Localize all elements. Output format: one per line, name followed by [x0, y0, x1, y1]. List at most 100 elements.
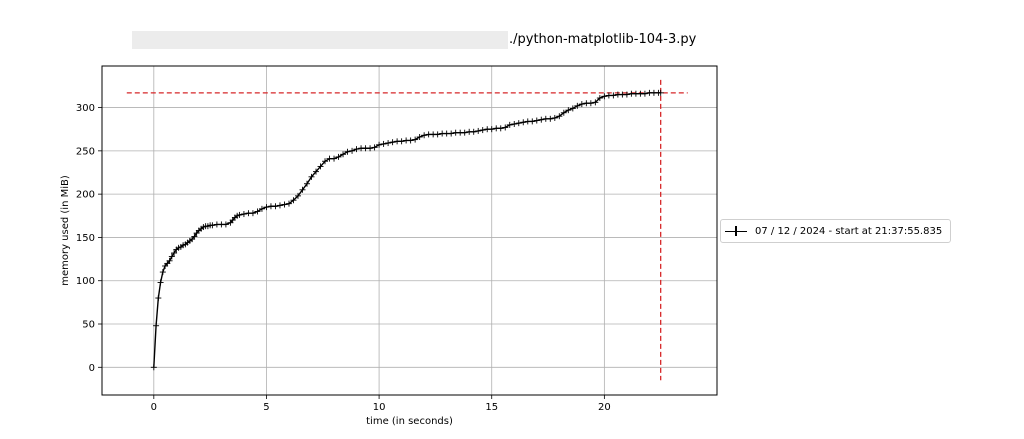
- data-point: [488, 126, 495, 133]
- data-point: [421, 132, 428, 139]
- data-point: [240, 211, 247, 218]
- y-tick-label: 50: [82, 320, 95, 331]
- data-point: [317, 163, 324, 170]
- legend-entry-label: 07 / 12 / 2024 - start at 21:37:55.835: [755, 225, 943, 237]
- legend-marker-icon: [725, 226, 747, 236]
- data-point: [168, 253, 175, 260]
- data-point: [349, 147, 356, 154]
- y-tick-label: 250: [76, 146, 95, 157]
- data-point: [157, 279, 164, 286]
- data-point: [389, 139, 396, 146]
- plot-frame: [101, 65, 718, 396]
- data-point: [461, 129, 468, 136]
- data-point: [657, 89, 664, 96]
- data-point: [331, 155, 338, 162]
- data-point: [502, 124, 509, 131]
- data-point: [353, 146, 360, 153]
- data-point: [249, 210, 256, 217]
- grid-layer: [102, 66, 717, 395]
- y-tick-label: 150: [76, 233, 95, 244]
- data-point: [285, 200, 292, 207]
- data-point: [515, 120, 522, 127]
- data-point: [610, 92, 617, 99]
- x-tick-label: 5: [263, 402, 269, 413]
- data-point: [272, 203, 279, 210]
- data-point: [592, 99, 599, 106]
- data-point: [416, 133, 423, 140]
- data-point: [376, 141, 383, 148]
- data-point: [529, 118, 536, 125]
- data-point: [587, 100, 594, 107]
- redacted-path-block: [132, 31, 508, 49]
- data-point: [569, 105, 576, 112]
- data-point: [407, 137, 414, 144]
- data-point: [222, 221, 229, 228]
- memory-series-line: [153, 92, 661, 368]
- data-point: [281, 201, 288, 208]
- data-point: [538, 116, 545, 123]
- data-point: [276, 202, 283, 209]
- data-point: [470, 128, 477, 135]
- data-point: [294, 192, 301, 199]
- data-point: [565, 107, 572, 114]
- x-tick-label: 10: [373, 402, 386, 413]
- data-point: [533, 117, 540, 124]
- data-point: [506, 121, 513, 128]
- data-point: [560, 109, 567, 116]
- x-tick-label: 0: [151, 402, 157, 413]
- data-point: [191, 233, 198, 240]
- data-point: [574, 102, 581, 109]
- data-point: [308, 173, 315, 180]
- data-point: [299, 186, 306, 193]
- data-point: [475, 127, 482, 134]
- data-point: [236, 211, 243, 218]
- data-point: [159, 269, 166, 276]
- data-point: [153, 322, 160, 329]
- data-point: [641, 90, 648, 97]
- data-point: [385, 140, 392, 147]
- data-point: [578, 101, 585, 108]
- data-point: [263, 204, 270, 211]
- data-point: [520, 119, 527, 126]
- series-layer: [150, 89, 664, 371]
- data-point: [344, 148, 351, 155]
- reference-lines: [126, 79, 688, 381]
- data-point: [448, 130, 455, 137]
- data-point: [511, 121, 518, 128]
- y-tick-label: 300: [76, 103, 95, 114]
- x-tick-label: 20: [598, 402, 611, 413]
- data-point: [623, 91, 630, 98]
- y-axis-label: memory used (in MiB): [60, 175, 71, 286]
- data-point: [434, 131, 441, 138]
- data-point: [551, 114, 558, 121]
- data-point: [209, 222, 216, 229]
- data-point: [547, 115, 554, 122]
- data-point: [596, 95, 603, 102]
- data-point: [601, 93, 608, 100]
- data-point: [322, 158, 329, 165]
- y-tick-label: 0: [89, 363, 95, 374]
- data-point: [166, 257, 173, 264]
- data-point: [479, 127, 486, 134]
- data-point: [290, 197, 297, 204]
- y-tick-label: 200: [76, 190, 95, 201]
- y-tick-label: 100: [76, 276, 95, 287]
- data-point: [371, 144, 378, 151]
- x-tick-label: 15: [485, 402, 498, 413]
- chart-title: ./python-matplotlib-104-3.py: [509, 32, 697, 47]
- data-point: [380, 140, 387, 147]
- data-point: [335, 153, 342, 160]
- data-point: [258, 205, 265, 212]
- data-point: [150, 364, 157, 371]
- data-point: [171, 250, 178, 257]
- data-point: [367, 145, 374, 152]
- data-point: [556, 113, 563, 120]
- data-point: [497, 125, 504, 132]
- data-point: [412, 136, 419, 143]
- data-point: [340, 151, 347, 158]
- data-point: [398, 138, 405, 145]
- data-point: [304, 180, 310, 187]
- legend: 07 / 12 / 2024 - start at 21:37:55.835: [720, 219, 952, 243]
